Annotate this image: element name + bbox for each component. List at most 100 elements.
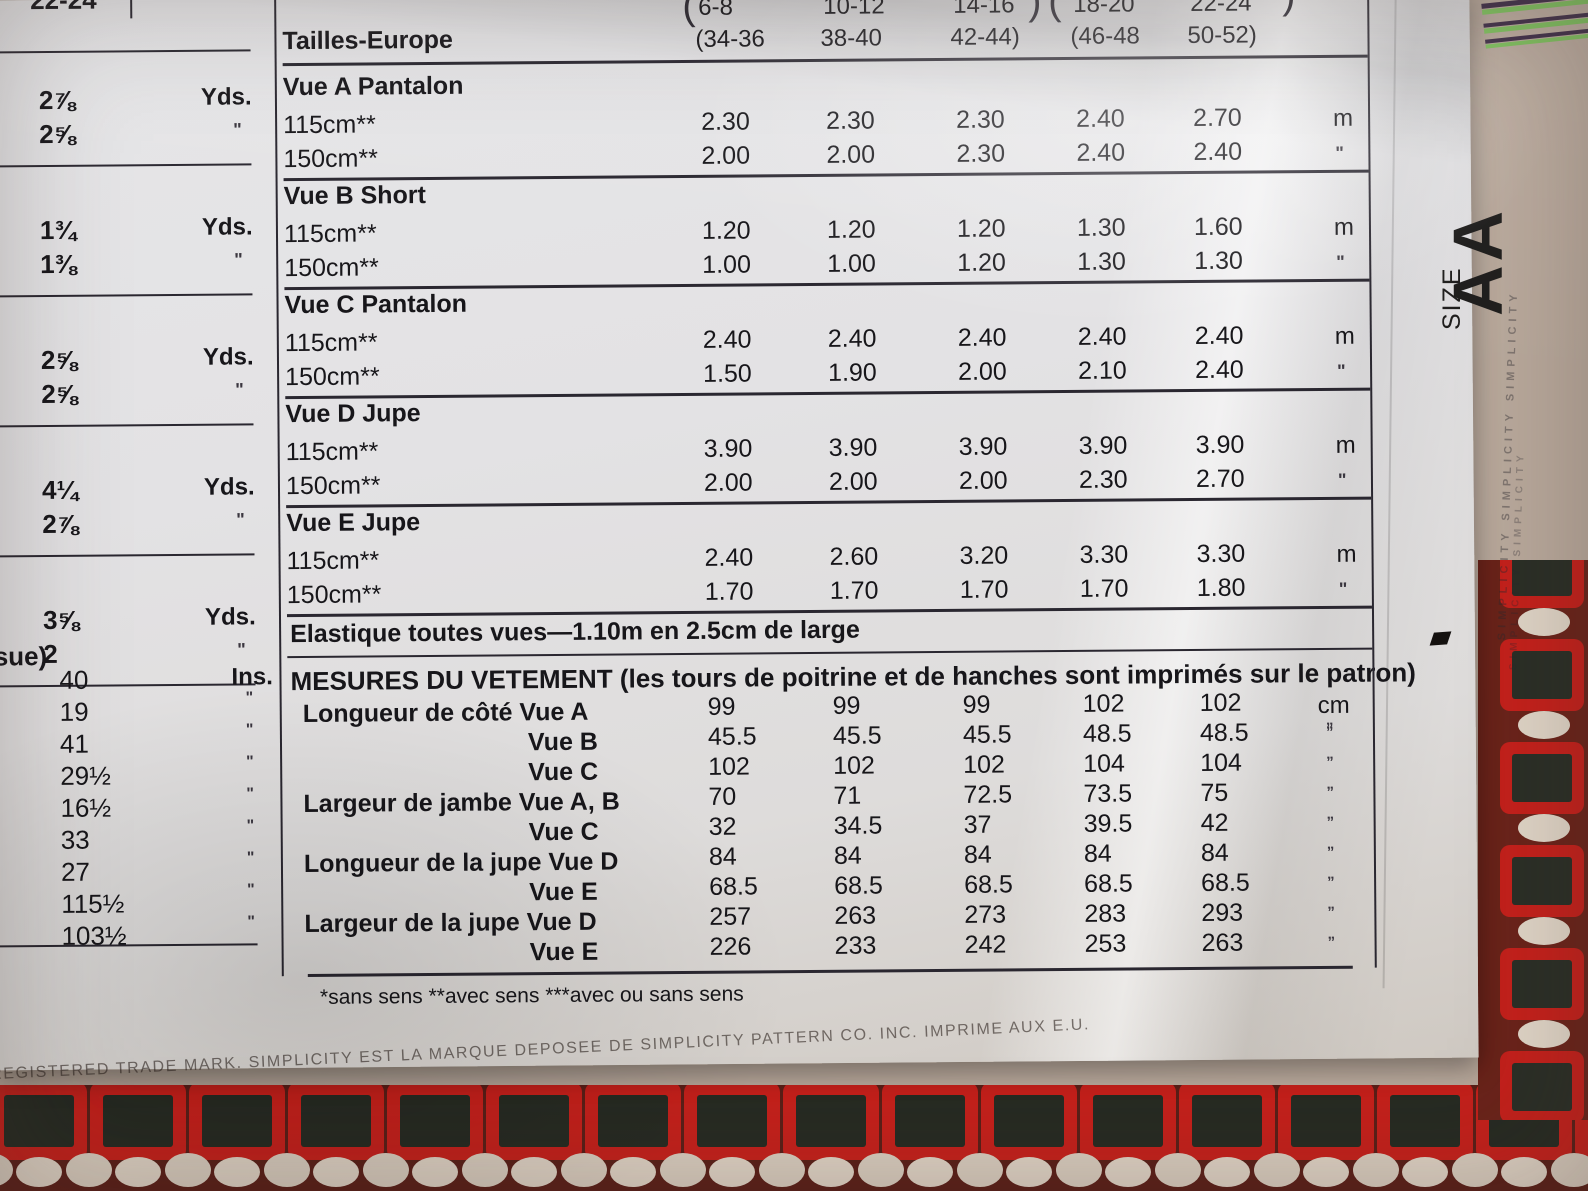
fabric-value-4-1-2: 3.90 [828,433,878,462]
fabric-grain-footnote: *sans sens **avec sens ***avec ou sans s… [319,982,744,1009]
fabric-value-2-1-4: 1.30 [1076,213,1126,242]
fabric-section-title-5: Vue E Jupe [286,508,421,538]
fabric-value-3-1-1: 2.40 [702,325,752,354]
fabric-value-4-1-1: 3.90 [703,434,753,463]
fabric-row-label-1-1: 115cm** [283,110,376,140]
carpet-motif [1551,1085,1588,1191]
carpet-motif [1478,746,1588,849]
left-yardage-4-b: 2⅞ [42,508,79,540]
fabric-value-4-1-4: 3.90 [1078,431,1128,460]
fabric-value-1-1-1: 2.30 [701,107,750,136]
size-bracket-open-right: ( [1048,0,1062,24]
garment-unit-ditto-1: ” [1325,719,1334,737]
garment-value-1-1: 99 [707,692,736,721]
left-inches-value-2: 19 [59,696,89,727]
garment-value-2-1: 45.5 [707,722,757,751]
carpet-motif [957,1085,1079,1191]
garment-unit-ditto-6: ” [1326,843,1335,861]
table-divider-line [0,683,256,688]
left-inches-value-9: 103½ [61,920,127,951]
garment-value-2-2: 45.5 [832,721,882,750]
fabric-unit-m-5: m [1336,540,1357,568]
garment-value-6-3: 84 [963,840,992,869]
garment-unit-ditto-8: ” [1327,903,1335,921]
fabric-section-title-1: Vue A Pantalon [282,71,464,102]
fabric-value-2-2-3: 1.20 [957,248,1007,277]
fabric-section-title-2: Vue B Short [283,181,426,211]
fabric-value-2-1-3: 1.20 [956,214,1006,243]
size-eu-5: 50-52) [1187,21,1257,50]
fabric-row-label-5-1: 115cm** [286,546,380,576]
fabric-row-label-4-1: 115cm** [285,437,379,467]
fabric-value-1-2-2: 2.00 [826,140,876,169]
fabric-value-5-1-1: 2.40 [704,543,754,572]
left-unit-ins: Ins. [231,663,273,691]
fabric-value-3-2-5: 2.40 [1194,355,1244,384]
left-unit-ditto-2: " [234,249,243,270]
garment-row-label-1: Longueur de côté Vue A [302,697,589,729]
left-unit-yds-3: Yds. [202,343,254,371]
size-eu-4: (46-48 [1070,22,1140,50]
size-eu-2: 38-40 [820,24,882,52]
garment-value-2-5: 48.5 [1199,718,1249,747]
fabric-value-3-1-3: 2.40 [957,323,1007,352]
fabric-value-1-2-5: 2.40 [1193,137,1243,167]
fabric-row-label-2-2: 150cm** [284,253,379,283]
garment-value-5-5: 42 [1200,808,1229,837]
carpet-motif [1478,1055,1588,1120]
left-unit-yds-1: Yds. [200,83,252,111]
fabric-value-4-2-3: 2.00 [958,466,1008,495]
size-bracket-close-left: ) [1028,0,1042,24]
garment-row-label-2: Vue B [527,727,599,757]
garment-value-7-5: 68.5 [1201,868,1250,897]
row-label-tailles-europe: Tailles-Europe [282,25,454,56]
garment-value-5-2: 34.5 [833,811,883,840]
carpet-background-right [1478,560,1588,1120]
carpet-motif [363,1085,485,1191]
garment-value-5-1: 32 [708,812,737,841]
left-inches-ditto-6: " [246,849,255,867]
table-divider-line [282,54,1368,67]
fabric-value-2-2-5: 1.30 [1194,246,1244,276]
fabric-value-5-2-5: 1.80 [1196,573,1246,602]
fabric-row-label-3-1: 115cm** [284,328,378,358]
fabric-value-2-1-5: 1.60 [1193,212,1243,242]
carpet-motif [462,1085,584,1191]
garment-value-3-1: 102 [708,752,751,781]
garment-unit-ditto-4: ” [1326,783,1334,801]
fabric-value-4-2-1: 2.00 [703,468,753,497]
size-us-2: 10-12 [823,0,885,20]
left-tissue-label: ssue) [0,641,48,672]
garment-value-7-1: 68.5 [709,872,758,901]
fabric-value-5-1-2: 2.60 [829,542,879,571]
fabric-value-1-1-3: 2.30 [956,105,1005,134]
fabric-value-3-1-2: 2.40 [827,324,877,353]
carpet-motif [1478,849,1588,952]
left-yardage-1-a: 2⅞ [38,84,76,116]
fabric-requirement-chart: MoyenneGrandeX Grande()()6-810-1214-1618… [0,0,1416,1009]
garment-value-1-5: 102 [1199,688,1242,717]
garment-value-7-2: 68.5 [834,871,883,900]
table-divider-line [286,496,1372,509]
left-inches-value-4: 29½ [60,760,111,791]
fabric-value-1-1-2: 2.30 [826,106,875,135]
carpet-motif [1353,1085,1475,1191]
garment-row-label-7: Vue E [529,877,598,907]
fabric-value-5-1-3: 3.20 [959,541,1009,570]
garment-row-label-8: Largeur de la jupe Vue D [304,907,597,939]
fabric-unit-ditto-3: " [1337,360,1346,381]
decorative-stripes [1481,0,1588,64]
table-divider-line [0,943,258,948]
carpet-motif [1478,560,1588,643]
fabric-value-1-2-3: 2.30 [956,139,1006,168]
garment-unit-ditto-9: ” [1327,933,1336,951]
fabric-value-4-2-2: 2.00 [828,467,878,496]
garment-unit-cm: cm [1317,691,1350,720]
garment-value-6-5: 84 [1200,838,1229,867]
left-inches-value-7: 27 [60,856,91,887]
carpet-motif [660,1085,782,1191]
garment-row-label-3: Vue C [528,757,599,787]
fabric-value-5-2-2: 1.70 [829,576,879,605]
size-bracket-close-right: ) [1282,0,1296,18]
